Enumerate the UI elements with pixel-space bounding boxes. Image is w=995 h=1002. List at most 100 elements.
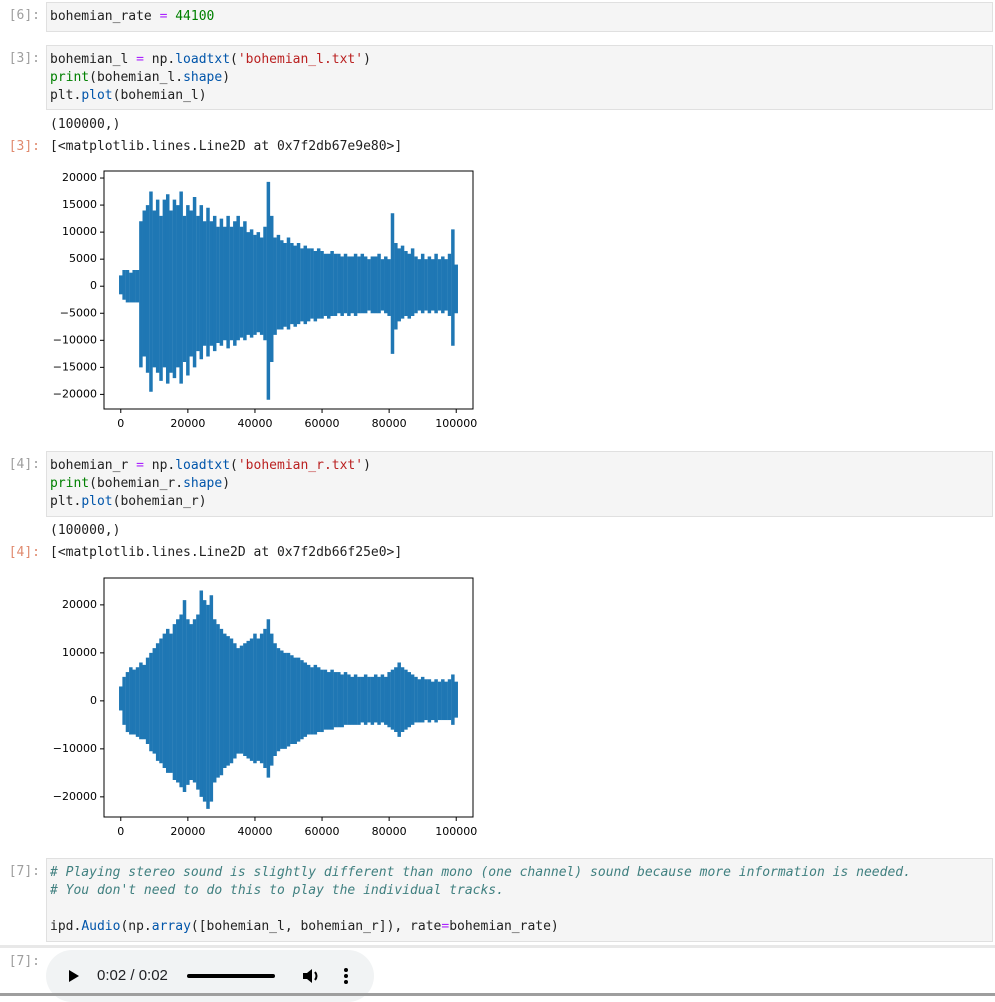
code-line: print(bohemian_l.shape) <box>50 69 992 87</box>
code-token: 'bohemian_l.txt' <box>237 52 364 67</box>
code-line: bohemian_l = np.loadtxt('bohemian_l.txt'… <box>50 51 992 69</box>
code-token: plot <box>81 88 113 103</box>
x-tick-label: 80000 <box>372 417 407 430</box>
bottom-border <box>0 993 995 996</box>
code-line: plt.plot(bohemian_l) <box>50 87 992 105</box>
x-tick-label: 40000 <box>237 825 272 838</box>
x-tick-label: 100000 <box>435 825 477 838</box>
chart: −20000 −10000 0 10000 20000 0 20000 40000 60000 8… <box>53 577 477 838</box>
audio-time: 0:02 / 0:02 <box>97 967 168 984</box>
y-tick-label: −20000 <box>53 387 97 400</box>
code-token: ([bohemian_l, bohemian_r]), rate <box>190 919 442 934</box>
x-tick-label: 60000 <box>305 417 340 430</box>
y-tick-label: 20000 <box>62 598 97 611</box>
code-token: plt. <box>50 88 82 103</box>
output-prompt: [3]: <box>8 139 40 154</box>
y-tick-label: 20000 <box>62 171 97 184</box>
code-token: ) <box>363 52 371 67</box>
code-line: bohemian_rate = 44100 <box>50 8 992 26</box>
code-token: ipd. <box>50 919 82 934</box>
x-tick-label: 60000 <box>305 825 340 838</box>
code-token: bohemian_rate <box>50 9 160 24</box>
code-token: = <box>159 9 168 24</box>
code-line: # You don't need to do this to play the … <box>50 882 992 900</box>
code-cell[interactable]: bohemian_l = np.loadtxt('bohemian_l.txt'… <box>46 45 993 110</box>
y-tick-label: 5000 <box>69 252 97 265</box>
code-token: ) <box>222 70 231 85</box>
result: [<matplotlib.lines.Line2D at 0x7f2db66f2… <box>50 545 403 560</box>
x-tick-label: 20000 <box>170 825 205 838</box>
x-tick-label: 40000 <box>237 417 272 430</box>
chart: −20000 −15000 −10000 −5000 0 5000 10000 15000 20… <box>53 170 477 430</box>
output-prompt: [7]: <box>8 954 40 969</box>
code-token: 44100 <box>175 9 215 24</box>
code-token: shape <box>183 476 223 491</box>
result: [<matplotlib.lines.Line2D at 0x7f2db67e9… <box>50 139 403 154</box>
output-prompt: [4]: <box>8 545 40 560</box>
y-tick-label: −15000 <box>53 360 97 373</box>
code-token: shape <box>183 70 223 85</box>
code-token: bohemian_l <box>50 52 137 67</box>
code-token: bohemian_r <box>50 458 137 473</box>
y-tick-label: 0 <box>90 694 97 707</box>
code-line: ipd.Audio(np.array([bohemian_l, bohemian… <box>50 918 992 936</box>
code-token: print <box>50 70 90 85</box>
code-token: print <box>50 476 90 491</box>
code-line: plt.plot(bohemian_r) <box>50 493 992 511</box>
code-token: ) <box>363 458 371 473</box>
x-tick-label: 100000 <box>435 417 477 430</box>
x-tick-label: 20000 <box>170 417 205 430</box>
code-token: # You don't need to do this to play the … <box>50 883 504 898</box>
code-token: np. <box>143 52 176 67</box>
code-token: = <box>136 458 144 473</box>
y-tick-label: −10000 <box>53 742 97 755</box>
input-prompt: [3]: <box>8 51 40 66</box>
code-token: ) <box>222 476 231 491</box>
x-tick-label: 0 <box>117 825 124 838</box>
code-token: (np. <box>120 919 152 934</box>
y-tick-label: 0 <box>90 279 97 292</box>
input-prompt: [6]: <box>8 8 40 23</box>
code-cell[interactable]: bohemian_r = np.loadtxt('bohemian_r.txt'… <box>46 451 993 517</box>
y-tick-label: −10000 <box>53 333 97 346</box>
y-tick-label: −20000 <box>53 790 97 803</box>
code-cell[interactable]: # Playing stereo sound is slightly diffe… <box>46 858 993 942</box>
code-token: = <box>136 52 144 67</box>
code-token: np. <box>143 458 176 473</box>
code-token: (bohemian_r. <box>89 476 184 491</box>
code-token: (bohemian_r) <box>112 494 207 509</box>
play-button[interactable] <box>66 968 80 984</box>
code-token: array <box>151 919 191 934</box>
code-token: plt. <box>50 494 82 509</box>
y-tick-label: 10000 <box>62 225 97 238</box>
code-cell[interactable]: bohemian_rate = 44100 <box>46 2 993 32</box>
code-line <box>50 900 992 918</box>
y-tick-label: 10000 <box>62 646 97 659</box>
x-tick-label: 0 <box>117 417 124 430</box>
axes-frame <box>103 170 474 410</box>
input-prompt: [7]: <box>8 864 40 879</box>
x-tick-label: 80000 <box>372 825 407 838</box>
code-token: plot <box>81 494 113 509</box>
y-tick-label: −5000 <box>60 306 97 319</box>
code-line: # Playing stereo sound is slightly diffe… <box>50 864 992 882</box>
code-token: ( <box>230 52 238 67</box>
stdout: (100000,) <box>50 523 121 538</box>
menu-button[interactable] <box>342 966 350 986</box>
divider <box>0 945 995 948</box>
code-token: loadtxt <box>175 458 231 473</box>
code-token: loadtxt <box>175 52 231 67</box>
code-token: # Playing stereo sound is slightly diffe… <box>50 865 911 880</box>
code-token: (bohemian_l. <box>89 70 184 85</box>
y-tick-label: 15000 <box>62 198 97 211</box>
code-line: print(bohemian_r.shape) <box>50 475 992 493</box>
progress-bar[interactable] <box>187 974 275 978</box>
stdout: (100000,) <box>50 117 121 132</box>
volume-button[interactable] <box>301 966 321 986</box>
code-token: (bohemian_l) <box>112 88 207 103</box>
code-token: bohemian_rate) <box>449 919 559 934</box>
code-token: = <box>441 919 450 934</box>
code-token: 'bohemian_r.txt' <box>237 458 364 473</box>
input-prompt: [4]: <box>8 457 40 472</box>
